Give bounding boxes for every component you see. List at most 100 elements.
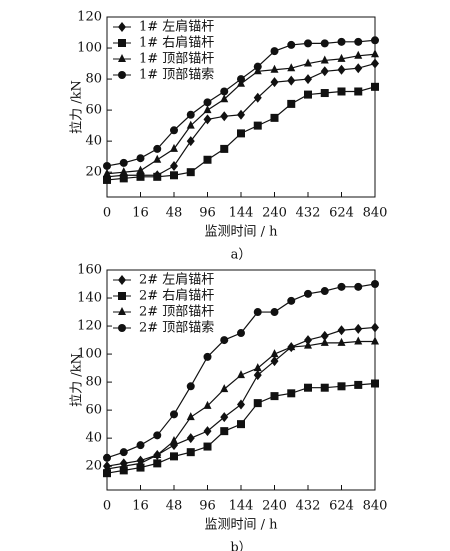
x-tick-label: 240 [262, 206, 287, 221]
y-tick-label: 120 [77, 10, 102, 25]
y-tick-label: 80 [85, 72, 102, 87]
legend-label: 1# 顶部锚杆 [139, 52, 214, 67]
x-tick-label: 840 [363, 206, 388, 221]
data-point [186, 382, 195, 391]
data-point [270, 77, 279, 88]
data-point [337, 282, 346, 291]
data-point [287, 99, 296, 108]
legend-label: 2# 顶部锚索 [139, 321, 214, 336]
data-point [153, 449, 162, 458]
y-tick-label: 100 [77, 41, 102, 56]
legend-marker [118, 71, 126, 79]
data-point [320, 89, 329, 98]
data-point [136, 441, 145, 450]
x-tick-label: 144 [229, 499, 254, 514]
data-point [320, 39, 329, 48]
caption: b） [230, 541, 251, 551]
data-point [237, 129, 245, 138]
x-tick-label: 16 [132, 499, 149, 514]
legend-label: 2# 左肩锚杆 [139, 272, 214, 288]
data-point [237, 399, 245, 410]
x-axis-title: 监测时间 / h [204, 225, 278, 240]
data-point [287, 342, 296, 351]
y-tick-label: 20 [85, 459, 102, 474]
data-point [220, 87, 229, 96]
data-point [253, 92, 262, 103]
data-point [136, 172, 145, 181]
data-point [287, 75, 296, 86]
y-tick-label: 40 [85, 431, 102, 446]
data-point [136, 154, 145, 163]
data-point [153, 144, 162, 153]
data-point [203, 400, 212, 409]
data-point [220, 144, 229, 153]
data-point [220, 427, 229, 436]
data-point [354, 282, 363, 291]
legend-marker [118, 22, 126, 32]
data-point [287, 296, 296, 305]
data-point [103, 453, 111, 462]
data-point [371, 49, 379, 58]
data-point [103, 161, 111, 170]
data-point [320, 330, 329, 341]
x-tick-label: 840 [363, 499, 388, 514]
legend-label: 1# 右肩锚杆 [139, 35, 214, 51]
data-point [304, 90, 312, 99]
data-point [354, 50, 363, 59]
data-point [237, 75, 245, 84]
data-point [203, 105, 212, 114]
y-tick-label: 120 [77, 319, 102, 334]
data-point [186, 448, 195, 457]
data-point [354, 87, 363, 96]
legend-marker [118, 39, 126, 47]
data-point [253, 62, 262, 71]
data-point [304, 340, 312, 349]
data-point [354, 63, 363, 74]
data-point [253, 121, 262, 130]
data-point [119, 158, 128, 167]
y-tick-label: 40 [85, 134, 102, 149]
data-point [237, 329, 245, 338]
legend-marker [118, 54, 126, 62]
x-tick-label: 624 [329, 206, 354, 221]
x-tick-label: 144 [229, 206, 254, 221]
y-tick-label: 60 [85, 403, 102, 418]
data-point [253, 308, 262, 317]
y-tick-label: 160 [77, 263, 102, 278]
data-point [170, 126, 178, 135]
data-point [136, 165, 145, 174]
data-point [304, 74, 312, 85]
data-point [253, 363, 262, 372]
data-point [304, 383, 312, 392]
x-tick-label: 0 [103, 206, 111, 221]
data-point [170, 171, 178, 180]
data-point [337, 337, 346, 346]
y-tick-label: 60 [85, 103, 102, 118]
x-tick-label: 624 [329, 499, 354, 514]
data-point [203, 114, 212, 125]
data-point [371, 336, 379, 345]
data-point [371, 82, 379, 91]
data-point [270, 64, 279, 73]
x-tick-label: 48 [166, 499, 183, 514]
legend-marker [118, 307, 126, 315]
data-point [153, 431, 162, 440]
data-point [103, 168, 111, 177]
data-point [337, 37, 346, 46]
x-tick-label: 96 [199, 499, 216, 514]
data-point [371, 58, 379, 69]
data-point [186, 433, 195, 444]
data-point [103, 463, 111, 472]
legend-marker [118, 324, 126, 332]
data-point [270, 392, 279, 401]
data-point [320, 66, 329, 77]
data-point [136, 463, 145, 472]
data-point [337, 64, 346, 75]
data-point [186, 168, 195, 177]
caption: a） [231, 248, 252, 263]
data-point [103, 175, 111, 184]
legend-label: 1# 左肩锚杆 [139, 19, 214, 35]
data-point [119, 174, 128, 183]
data-point [320, 337, 329, 346]
data-point [170, 143, 178, 152]
